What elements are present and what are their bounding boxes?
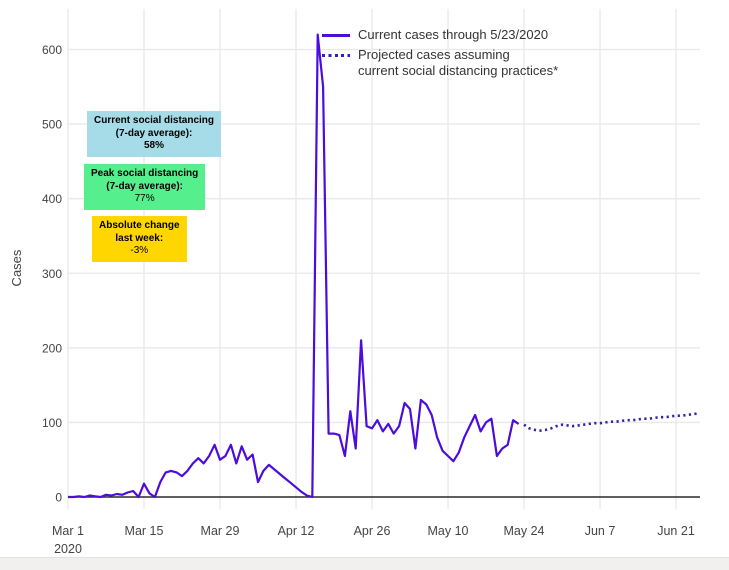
annotation-value: 77% [134, 193, 155, 204]
legend-label-projected-cases: Projected cases assuming current social … [358, 47, 558, 79]
annotation-peak-social-distancing: Peak social distancing (7-day average): … [84, 164, 206, 210]
legend-item-projected-cases[interactable]: Projected cases assuming current social … [322, 47, 558, 79]
x-tick-label: Jun 7 [585, 524, 616, 538]
annotation-value: -3% [130, 245, 149, 256]
y-axis-title: Cases [9, 249, 24, 286]
x-tick-label: Apr 26 [354, 524, 391, 538]
y-tick-label: 200 [42, 341, 62, 355]
legend: Current cases through 5/23/2020 Projecte… [322, 27, 558, 79]
legend-item-current-cases[interactable]: Current cases through 5/23/2020 [322, 27, 558, 43]
legend-label-current-cases: Current cases through 5/23/2020 [358, 27, 549, 42]
annotation-value: 58% [144, 140, 165, 151]
x-tick-label: Mar 29 [201, 524, 240, 538]
y-tick-label: 500 [42, 118, 62, 132]
x-tick-label: Apr 12 [278, 524, 315, 538]
y-tick-label: 400 [42, 192, 62, 206]
y-tick-label: 0 [55, 491, 62, 505]
y-tick-label: 300 [42, 267, 62, 281]
x-tick-label: Mar 15 [125, 524, 164, 538]
annotation-line: (7-day average): [115, 127, 193, 139]
dotted-line-swatch [322, 54, 350, 57]
y-tick-label: 600 [42, 43, 62, 57]
x-tick-label: Jun 21 [657, 524, 695, 538]
x-tick-label: May 24 [504, 524, 545, 538]
solid-line-swatch [322, 34, 350, 37]
annotation-line: last week: [115, 232, 164, 244]
x-tick-label: Mar 1 [52, 524, 84, 538]
legend-label-projected-line2: current social distancing practices* [358, 63, 559, 78]
annotation-line: (7-day average): [106, 180, 183, 192]
x-tick-sublabel: 2020 [54, 542, 82, 556]
annotation-current-social-distancing: Current social distancing (7-day average… [87, 111, 222, 157]
annotation-absolute-change: Absolute change last week: -3% [92, 216, 187, 262]
projected-cases-line [523, 412, 698, 432]
annotation-line: Current social distancing [94, 115, 215, 126]
legend-label-projected-line1: Projected cases assuming [358, 47, 510, 62]
x-tick-label: May 10 [428, 524, 469, 538]
page-footer-strip [0, 557, 729, 570]
annotation-line: Peak social distancing [91, 168, 199, 179]
current-cases-line [68, 33, 520, 499]
annotation-line: Absolute change [99, 220, 180, 231]
y-tick-label: 100 [42, 416, 62, 430]
